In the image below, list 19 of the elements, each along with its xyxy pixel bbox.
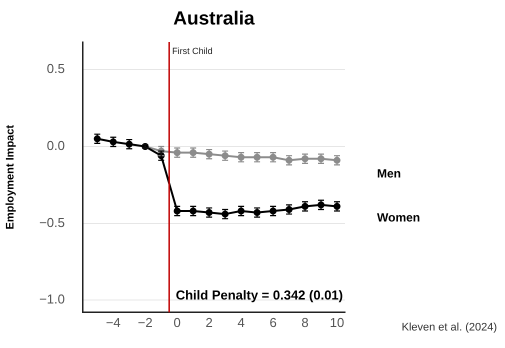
ref-line-label: First Child	[172, 46, 213, 56]
x-tick-label: 6	[269, 314, 277, 330]
text: Kleven et al. (2024)	[402, 322, 497, 334]
x-tick-label: 4	[237, 314, 245, 330]
y-tick-label: −0.5	[39, 214, 65, 230]
x-tick-label: 10	[330, 314, 344, 330]
y-tick-label: −1.0	[39, 292, 65, 307]
x-tick-label: 8	[301, 314, 309, 330]
x-tick-label: 0	[174, 314, 181, 330]
x-tick-label: 2	[206, 314, 213, 330]
y-tick-label: 0.0	[46, 138, 65, 154]
y-tick-label: 0.5	[46, 61, 65, 76]
y-axis-title: Employment Impact	[4, 124, 17, 230]
chart-title: Australia	[173, 8, 256, 30]
x-tick-label: −2	[138, 314, 153, 330]
annotation: Child Penalty = 0.342 (0.01)	[176, 287, 343, 302]
text: Men	[377, 166, 401, 181]
x-tick-label: −4	[106, 314, 121, 330]
text: Women	[377, 210, 420, 225]
